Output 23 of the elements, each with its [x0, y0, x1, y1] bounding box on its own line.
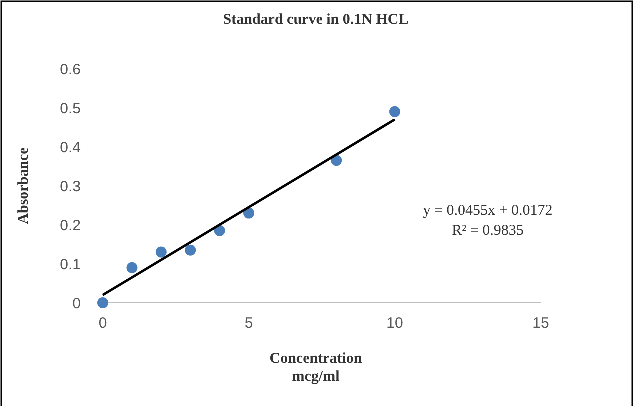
- y-axis-title: Absorbance: [16, 147, 32, 224]
- point: [244, 208, 254, 219]
- y-tick-label: 0.4: [60, 139, 81, 156]
- y-tick-label: 0: [72, 295, 81, 312]
- y-tick-label: 0.6: [60, 61, 81, 78]
- point: [126, 262, 138, 274]
- x-tick-label: 0: [98, 315, 108, 332]
- point: [390, 106, 400, 118]
- point: [98, 298, 108, 308]
- point: [185, 244, 196, 256]
- x-axis-title: Concentration mcg/ml: [270, 351, 363, 385]
- y-tick-label: 0.5: [60, 100, 81, 118]
- y-tick-label: 0.1: [60, 256, 81, 274]
- annotation: R² = 0.9835: [452, 223, 524, 239]
- x-tick-label: 5: [244, 315, 254, 332]
- point: [214, 225, 226, 236]
- y-tick-label: 0.3: [60, 178, 81, 196]
- x-tick-label: 15: [532, 315, 550, 332]
- annotation: y = 0.0455x + 0.0172: [423, 203, 553, 219]
- y-tick-label: 0.2: [60, 217, 81, 234]
- x-tick-label: 10: [386, 315, 404, 332]
- point: [156, 246, 167, 258]
- chart-title: Standard curve in 0.1N HCL: [223, 12, 409, 28]
